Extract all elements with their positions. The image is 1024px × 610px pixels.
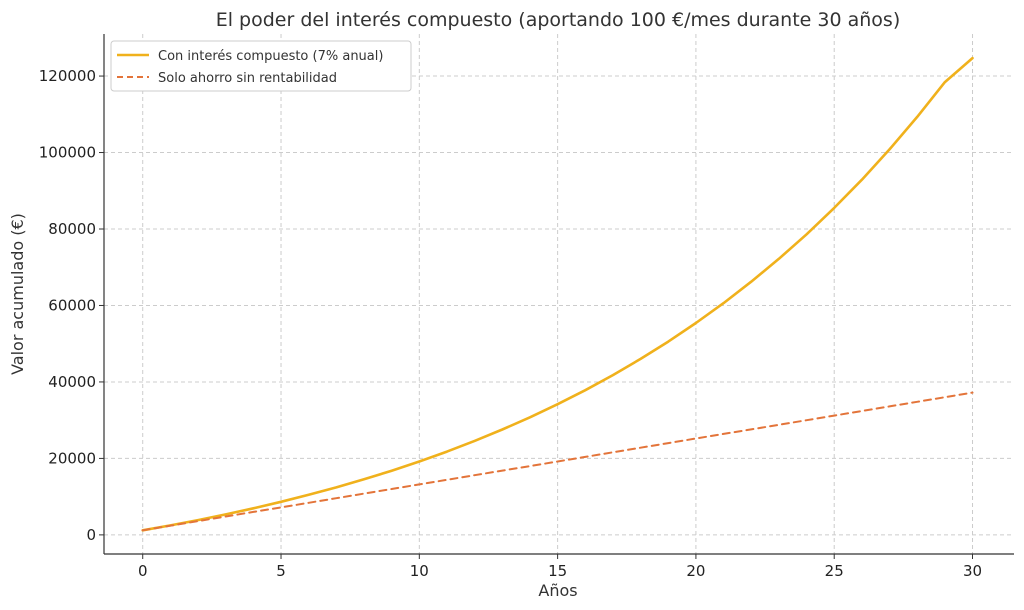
x-tick-label: 5 bbox=[276, 562, 286, 580]
x-tick-label: 15 bbox=[548, 562, 567, 580]
y-tick-label: 60000 bbox=[48, 296, 96, 314]
x-tick-label: 25 bbox=[825, 562, 844, 580]
y-tick-label: 100000 bbox=[39, 144, 96, 162]
y-tick-label: 120000 bbox=[39, 67, 96, 85]
x-tick-label: 0 bbox=[138, 562, 148, 580]
grid bbox=[104, 34, 1014, 554]
x-tick-label: 30 bbox=[963, 562, 982, 580]
axes bbox=[103, 34, 1014, 555]
legend-label-compound: Con interés compuesto (7% anual) bbox=[158, 49, 383, 64]
series-line-savings-only bbox=[141, 391, 974, 532]
legend-label-savings: Solo ahorro sin rentabilidad bbox=[158, 71, 337, 86]
series bbox=[141, 56, 974, 532]
series-line-compound-interest bbox=[141, 56, 974, 532]
y-tick-label: 40000 bbox=[48, 373, 96, 391]
y-tick-label: 20000 bbox=[48, 449, 96, 467]
legend-box bbox=[110, 40, 412, 92]
x-tick-label: 20 bbox=[686, 562, 705, 580]
x-axis-label: Años bbox=[538, 581, 577, 600]
ticks: 0 5 10 15 20 25 30 0 20000 40000 60000 80000 100000 1… bbox=[39, 67, 982, 580]
chart-title: El poder del interés compuesto (aportand… bbox=[216, 9, 901, 31]
y-tick-label: 80000 bbox=[48, 220, 96, 238]
legend: Con interés compuesto (7% anual) Solo ah… bbox=[110, 40, 412, 92]
x-tick-label: 10 bbox=[410, 562, 429, 580]
y-axis-label: Valor acumulado (€) bbox=[8, 213, 27, 375]
y-tick-label: 0 bbox=[86, 526, 96, 544]
